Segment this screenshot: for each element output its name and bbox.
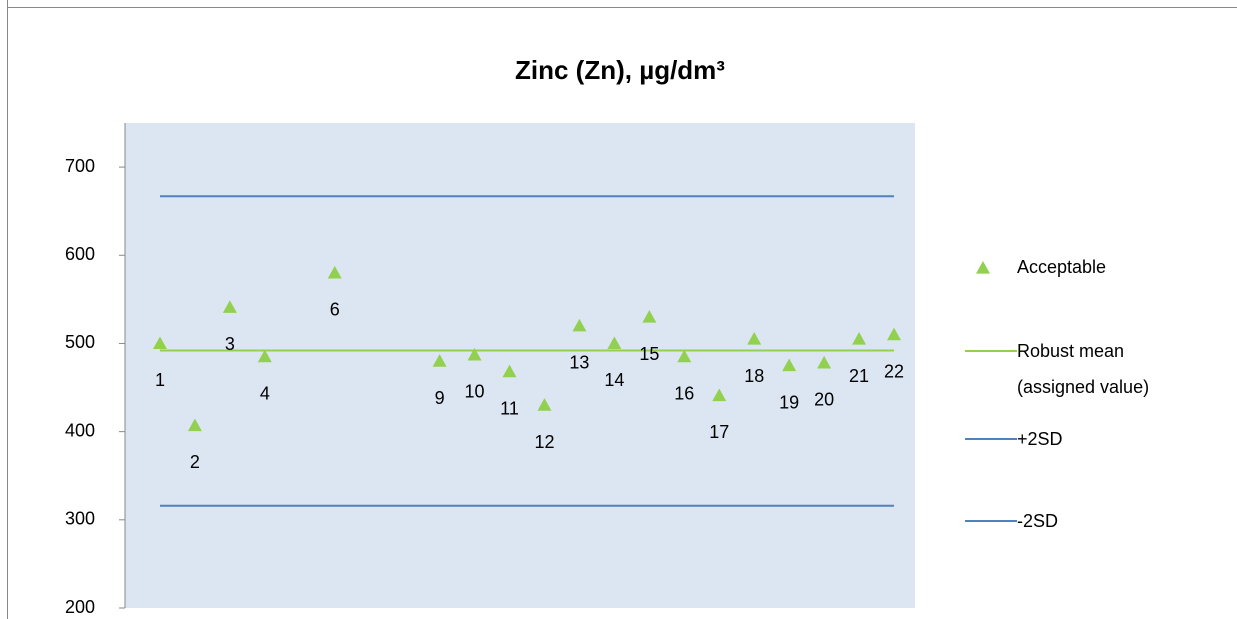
legend-marker xyxy=(976,261,990,274)
point-label: 16 xyxy=(674,383,694,403)
y-tick-label: 600 xyxy=(65,244,95,264)
point-label: 3 xyxy=(225,334,235,354)
point-label: 14 xyxy=(604,370,624,390)
data-point xyxy=(782,358,797,372)
data-point xyxy=(432,354,447,367)
data-point xyxy=(572,318,587,332)
y-tick-label: 700 xyxy=(65,156,95,176)
data-point xyxy=(852,332,867,345)
point-label: 9 xyxy=(435,388,445,408)
legend-label-box: +2SD xyxy=(1017,429,1063,449)
data-point xyxy=(642,310,657,323)
data-point xyxy=(677,349,692,363)
data-point xyxy=(502,364,517,378)
legend-label-box: -2SD xyxy=(1017,511,1059,531)
data-point xyxy=(222,300,237,313)
point-label: 20 xyxy=(814,390,834,410)
point-label: 2 xyxy=(190,452,200,472)
legend-label-box: Robust mean (assigned value) xyxy=(1017,341,1150,397)
point-label: 12 xyxy=(534,432,554,452)
point-label: 21 xyxy=(849,366,869,386)
point-label: 11 xyxy=(500,398,519,418)
legend-label: +2SD xyxy=(1017,429,1063,449)
point-label: 6 xyxy=(330,300,340,320)
data-point xyxy=(712,388,727,402)
y-tick-label: 500 xyxy=(65,332,95,352)
data-point xyxy=(327,265,342,279)
point-label: 18 xyxy=(744,366,764,386)
data-point xyxy=(152,336,167,350)
y-tick-label: 400 xyxy=(65,420,95,440)
point-label: 10 xyxy=(465,382,485,402)
point-label: 19 xyxy=(779,392,799,412)
point-label: 13 xyxy=(569,353,589,373)
data-point xyxy=(747,332,762,345)
chart-title: Zinc (Zn), µg/dm³ xyxy=(515,55,725,85)
data-point xyxy=(537,398,552,411)
point-label: 22 xyxy=(884,361,904,381)
data-point xyxy=(607,336,622,350)
point-label: 1 xyxy=(155,370,165,390)
legend-label: Acceptable xyxy=(1017,257,1106,277)
point-label: 4 xyxy=(260,383,270,403)
data-point xyxy=(257,349,272,363)
data-point xyxy=(187,418,202,432)
data-point xyxy=(467,347,482,361)
plot-area xyxy=(125,123,915,608)
legend-label: -2SD xyxy=(1017,511,1059,531)
point-label: 15 xyxy=(639,344,659,364)
y-tick-label: 200 xyxy=(65,597,95,617)
data-point xyxy=(817,355,832,369)
point-label: 17 xyxy=(709,422,729,442)
y-tick-label: 300 xyxy=(65,509,95,529)
legend-label: Robust mean (assigned value) xyxy=(1017,341,1150,397)
data-point xyxy=(887,327,902,341)
